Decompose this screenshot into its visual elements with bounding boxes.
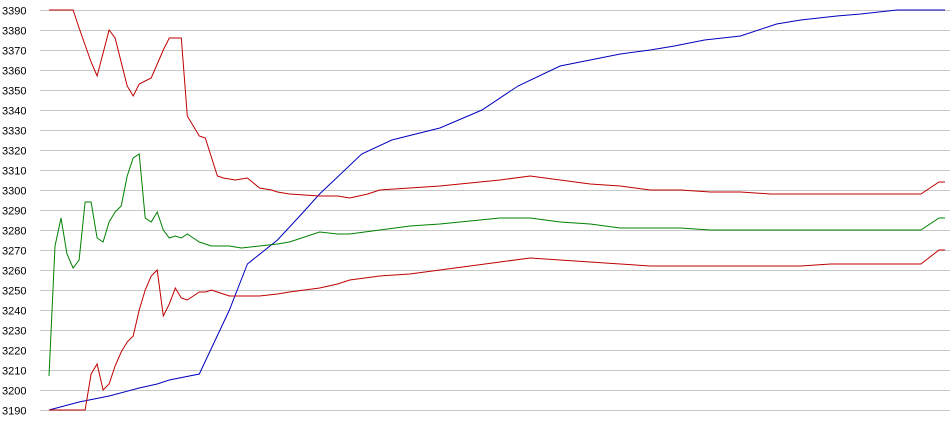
y-tick-label: 3320 [2, 146, 26, 158]
y-tick-label: 3230 [2, 326, 26, 338]
y-tick-label: 3190 [2, 406, 26, 418]
y-tick-label: 3380 [2, 26, 26, 38]
y-tick-label: 3260 [2, 266, 26, 278]
y-tick-label: 3350 [2, 86, 26, 98]
y-tick-label: 3220 [2, 346, 26, 358]
series-lines [48, 9, 945, 411]
y-tick-label: 3310 [2, 166, 26, 178]
y-tick-label: 3280 [2, 226, 26, 238]
series-line-3 [48, 153, 945, 377]
series-line-2 [49, 9, 945, 199]
y-tick-label: 3360 [2, 66, 26, 78]
y-tick-label: 3390 [2, 6, 26, 18]
y-tick-label: 3290 [2, 206, 26, 218]
y-tick-label: 3270 [2, 246, 26, 258]
y-tick-label: 3210 [2, 366, 26, 378]
y-tick-label: 3300 [2, 186, 26, 198]
y-tick-label: 3250 [2, 286, 26, 298]
series-line-1 [48, 9, 945, 411]
grid-lines [40, 10, 950, 411]
y-axis-tick-labels: 3190 3200 3210 3220 3230 3240 3250 3260 3270 3280… [2, 6, 26, 418]
y-tick-label: 3340 [2, 106, 26, 118]
y-tick-label: 3330 [2, 126, 26, 138]
y-tick-label: 3240 [2, 306, 26, 318]
y-tick-label: 3200 [2, 386, 26, 398]
series-line-4 [49, 249, 945, 411]
y-tick-label: 3370 [2, 46, 26, 58]
